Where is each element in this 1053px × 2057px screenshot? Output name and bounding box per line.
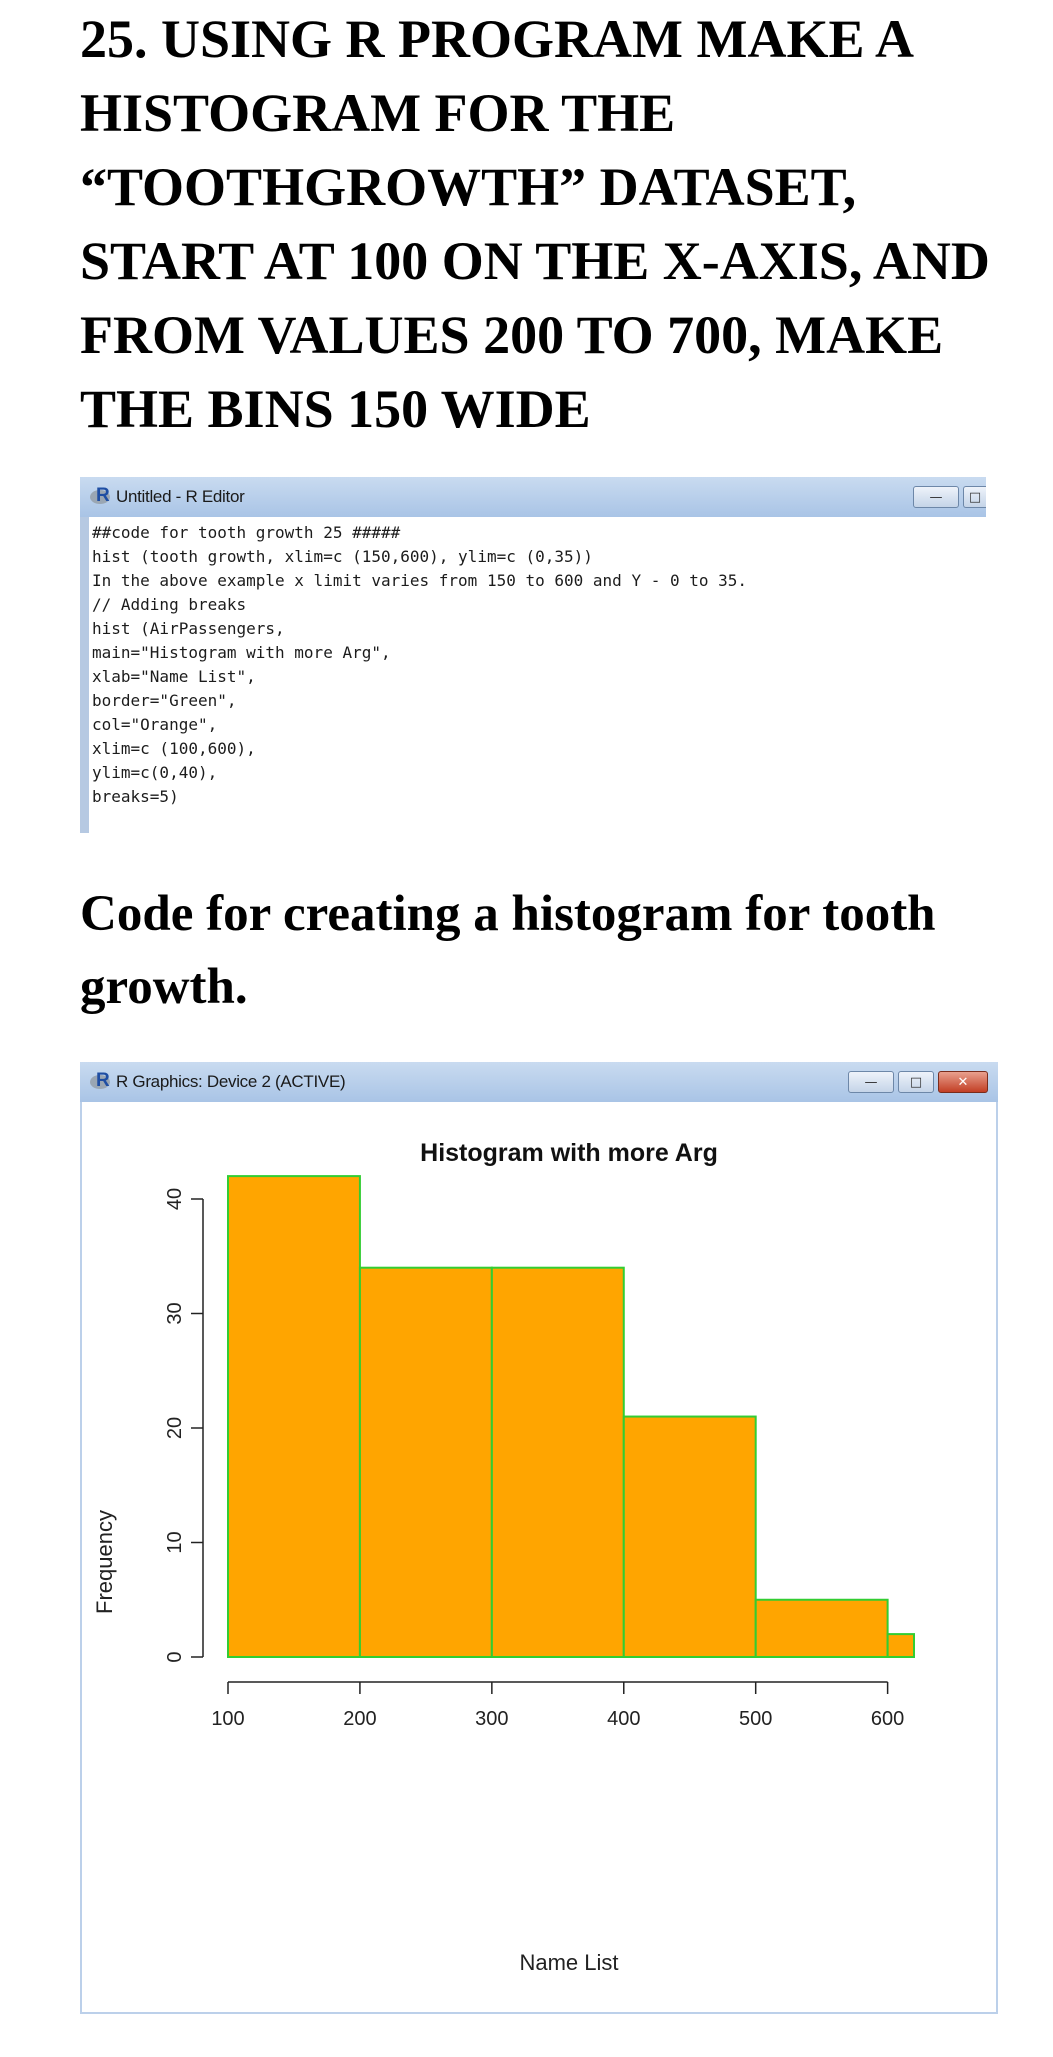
chart-title: Histogram with more Arg bbox=[420, 1139, 718, 1167]
minimize-button[interactable]: — bbox=[848, 1071, 894, 1093]
r-logo-icon: R bbox=[90, 485, 112, 506]
histogram-bar bbox=[358, 1266, 493, 1658]
editor-code-area[interactable]: ##code for tooth growth 25 ##### hist (to… bbox=[92, 521, 747, 809]
sub-heading: Code for creating a histogram for tooth … bbox=[80, 886, 936, 1015]
r-editor-window: R Untitled - R Editor — □ ##code for too… bbox=[80, 477, 986, 833]
code-line: // Adding breaks bbox=[92, 595, 247, 614]
graphics-title: R Graphics: Device 2 (ACTIVE) bbox=[116, 1072, 346, 1091]
editor-left-edge bbox=[80, 517, 89, 833]
maximize-button[interactable]: □ bbox=[898, 1071, 934, 1093]
x-tick-label: 200 bbox=[343, 1708, 376, 1730]
histogram-chart: 100 200 300 400 500 600 0 10 20 30 40 Histogram wi… bbox=[92, 1139, 915, 1975]
y-tick-label: 20 bbox=[164, 1417, 186, 1439]
y-tick-label: 30 bbox=[164, 1302, 186, 1324]
x-tick-label: 300 bbox=[475, 1708, 508, 1730]
code-line: border="Green", bbox=[92, 691, 237, 710]
x-tick-label: 600 bbox=[871, 1708, 904, 1730]
code-line: col="Orange", bbox=[92, 715, 218, 734]
x-tick-label: 400 bbox=[607, 1708, 640, 1730]
code-line: breaks=5) bbox=[92, 787, 179, 806]
r-logo-icon: R bbox=[90, 1070, 112, 1091]
code-line: xlab="Name List", bbox=[92, 667, 256, 686]
code-line: hist (AirPassengers, bbox=[92, 619, 285, 638]
code-line: main="Histogram with more Arg", bbox=[92, 643, 391, 662]
graphics-titlebar[interactable]: R R Graphics: Device 2 (ACTIVE) — □ ✕ bbox=[80, 1062, 998, 1102]
code-line: In the above example x limit varies from… bbox=[92, 571, 748, 590]
close-button[interactable]: ✕ bbox=[938, 1071, 988, 1093]
code-line: ylim=c(0,40), bbox=[92, 763, 218, 782]
y-tick-label: 10 bbox=[164, 1531, 186, 1553]
code-line: hist (tooth growth, xlim=c (150,600), yl… bbox=[92, 547, 593, 566]
x-tick-label: 500 bbox=[739, 1708, 772, 1730]
minimize-button[interactable]: — bbox=[913, 486, 959, 508]
histogram-bar bbox=[886, 1633, 915, 1658]
y-axis-label: Frequency bbox=[92, 1510, 117, 1614]
main-heading: 25. USING R PROGRAM MAKE A HISTOGRAM FOR… bbox=[80, 9, 990, 439]
y-tick-label: 40 bbox=[164, 1188, 186, 1210]
y-tick-label: 0 bbox=[164, 1651, 186, 1662]
maximize-button[interactable]: □ bbox=[963, 486, 986, 508]
code-line: ##code for tooth growth 25 ##### bbox=[92, 523, 401, 542]
x-tick-label: 100 bbox=[211, 1708, 244, 1730]
histogram-bar bbox=[754, 1598, 889, 1658]
histogram-bar bbox=[622, 1415, 757, 1658]
histogram-bar bbox=[227, 1175, 361, 1658]
code-line: xlim=c (100,600), bbox=[92, 739, 256, 758]
editor-titlebar[interactable]: R Untitled - R Editor — □ bbox=[80, 477, 986, 517]
histogram-bar bbox=[490, 1266, 625, 1658]
editor-title: Untitled - R Editor bbox=[116, 487, 245, 506]
r-graphics-window: R R Graphics: Device 2 (ACTIVE) — □ ✕ 10… bbox=[80, 1062, 998, 2014]
x-axis-label: Name List bbox=[519, 1950, 618, 1975]
